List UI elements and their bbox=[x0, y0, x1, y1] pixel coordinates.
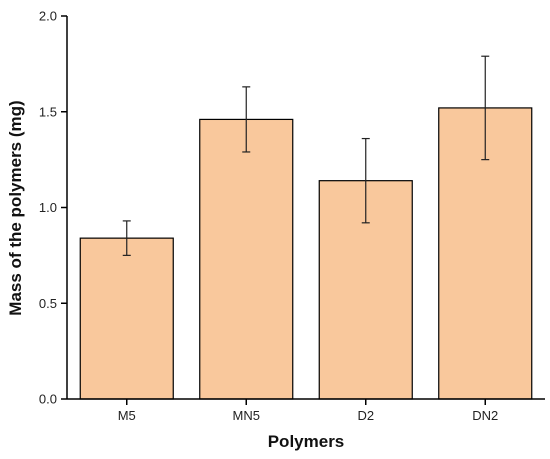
x-axis-ticks: M5 MN5 D2 DN2 bbox=[118, 399, 498, 423]
x-axis-title: Polymers bbox=[268, 432, 345, 451]
y-axis-ticks: 0.0 0.5 1.0 1.5 2.0 bbox=[39, 9, 67, 407]
y-tick-label: 1.5 bbox=[39, 104, 57, 119]
x-tick-label: DN2 bbox=[472, 408, 498, 423]
y-tick-label: 1.0 bbox=[39, 200, 57, 215]
x-tick-label: MN5 bbox=[233, 408, 260, 423]
bar-mn5 bbox=[199, 118, 294, 400]
x-tick-label: M5 bbox=[118, 408, 136, 423]
bar-m5 bbox=[79, 237, 174, 400]
plot-area bbox=[79, 55, 533, 400]
x-tick-label: D2 bbox=[357, 408, 374, 423]
y-tick-label: 0.0 bbox=[39, 392, 57, 407]
y-axis-title: Mass of the polymers (mg) bbox=[6, 100, 25, 315]
y-tick-label: 2.0 bbox=[39, 9, 57, 24]
y-tick-label: 0.5 bbox=[39, 296, 57, 311]
